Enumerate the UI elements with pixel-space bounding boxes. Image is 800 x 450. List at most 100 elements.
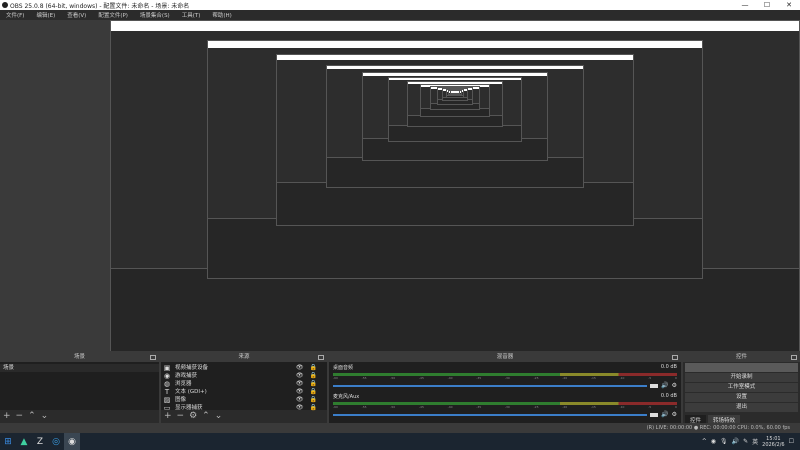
maximize-button[interactable]: ☐ bbox=[763, 1, 771, 9]
move-down-button[interactable]: ⌄ bbox=[40, 410, 49, 421]
meter-tick: -25 bbox=[533, 376, 539, 380]
slider-handle[interactable] bbox=[650, 383, 659, 388]
start-recording-button[interactable]: 开始录制 bbox=[685, 373, 798, 382]
meter-tick: -5 bbox=[648, 376, 652, 380]
windows-start-icon[interactable]: ⊞ bbox=[4, 436, 12, 447]
slider-handle[interactable] bbox=[650, 412, 659, 417]
source-label: 浏览器 bbox=[175, 381, 192, 387]
source-label: 游戏捕获 bbox=[175, 373, 198, 379]
visibility-eye-icon[interactable]: 👁 bbox=[295, 372, 304, 379]
volume-meter bbox=[333, 402, 677, 405]
menu-tools[interactable]: 工具(T) bbox=[181, 13, 201, 19]
channel-name: 桌面音频 bbox=[333, 365, 354, 371]
source-item[interactable]: ◉ 游戏捕获 👁 🔒 bbox=[161, 372, 327, 380]
source-item[interactable]: ▭ 显示器捕获 👁 🔒 bbox=[161, 404, 327, 412]
app-z-icon[interactable]: Z bbox=[36, 436, 44, 447]
scenes-title: 场景 bbox=[73, 354, 85, 360]
source-properties-gear-icon[interactable]: ⚙ bbox=[189, 410, 198, 421]
start-streaming-button[interactable] bbox=[685, 363, 798, 372]
meter-tick: -55 bbox=[361, 376, 367, 380]
source-item[interactable]: ▨ 图像 👁 🔒 bbox=[161, 396, 327, 404]
visibility-eye-icon[interactable]: 👁 bbox=[295, 396, 304, 403]
float-icon[interactable] bbox=[672, 355, 678, 360]
scene-item[interactable]: 场景 bbox=[0, 364, 159, 372]
preview-canvas[interactable] bbox=[0, 20, 800, 351]
add-source-button[interactable]: + bbox=[164, 410, 172, 421]
channel-settings-gear-icon[interactable]: ⚙ bbox=[671, 382, 677, 389]
meter-tick: -50 bbox=[390, 405, 396, 409]
source-item[interactable]: ◍ 浏览器 👁 🔒 bbox=[161, 380, 327, 388]
app-triangle-icon[interactable]: ▲ bbox=[20, 436, 28, 447]
monitor-icon: ▭ bbox=[163, 404, 171, 412]
meter-tick: -60 bbox=[333, 376, 338, 380]
add-scene-button[interactable]: + bbox=[3, 410, 11, 421]
tab-transitions[interactable]: 转场特效 bbox=[708, 415, 741, 425]
meter-tick: -35 bbox=[476, 405, 482, 409]
float-icon[interactable] bbox=[318, 355, 324, 360]
move-down-button[interactable]: ⌄ bbox=[214, 410, 223, 421]
nested-preview-frame bbox=[450, 90, 460, 95]
clock[interactable]: 15:01 2026/2/6 bbox=[762, 435, 785, 448]
visibility-eye-icon[interactable]: 👁 bbox=[295, 364, 304, 371]
obs-taskbar-icon[interactable]: ◉ bbox=[64, 433, 80, 450]
meter-tick: -45 bbox=[418, 376, 424, 380]
notification-icon[interactable]: ☐ bbox=[788, 438, 794, 445]
visibility-eye-icon[interactable]: 👁 bbox=[295, 388, 304, 395]
visibility-eye-icon[interactable]: 👁 bbox=[295, 404, 304, 411]
meter-tick: -55 bbox=[361, 405, 367, 409]
volume-slider[interactable] bbox=[333, 413, 648, 416]
meter-tick: -15 bbox=[590, 376, 596, 380]
title-bar: OBS 25.0.8 (64-bit, windows) - 配置文件: 未命名… bbox=[0, 0, 800, 10]
move-up-button[interactable]: ⌃ bbox=[28, 410, 36, 421]
lock-icon[interactable]: 🔒 bbox=[309, 380, 317, 387]
volume-slider[interactable] bbox=[333, 384, 648, 387]
speaker-icon[interactable]: 🔊 bbox=[661, 382, 669, 389]
remove-source-button[interactable]: − bbox=[176, 410, 185, 421]
lock-icon[interactable]: 🔒 bbox=[309, 388, 317, 395]
meter-tick: 0 bbox=[674, 405, 677, 409]
source-label: 文本 (GDI+) bbox=[175, 389, 207, 395]
tray-chevron-icon[interactable]: ^ bbox=[701, 438, 707, 445]
menu-file[interactable]: 文件(F) bbox=[6, 13, 25, 19]
visibility-eye-icon[interactable]: 👁 bbox=[295, 380, 304, 387]
source-item[interactable]: T 文本 (GDI+) 👁 🔒 bbox=[161, 388, 327, 396]
float-icon[interactable] bbox=[150, 355, 156, 360]
obs-logo-icon bbox=[2, 2, 8, 8]
meter-tick: -25 bbox=[533, 405, 539, 409]
lock-icon[interactable]: 🔒 bbox=[309, 372, 317, 379]
speaker-icon[interactable]: 🔊 bbox=[731, 438, 740, 445]
float-icon[interactable] bbox=[791, 355, 797, 360]
tab-controls[interactable]: 控件 bbox=[685, 415, 707, 425]
channel-name: 麦克风/Aux bbox=[333, 394, 360, 400]
window-title: OBS 25.0.8 (64-bit, windows) - 配置文件: 未命名… bbox=[10, 2, 190, 10]
source-item[interactable]: ▣ 视频捕获设备 👁 🔒 bbox=[161, 364, 327, 372]
channel-db: 0.0 dB bbox=[660, 364, 677, 370]
lock-icon[interactable]: 🔒 bbox=[309, 364, 317, 371]
minimize-button[interactable]: — bbox=[741, 1, 749, 9]
mixer-channel: 麦克风/Aux 0.0 dB -60 -55 -50 -45 -40 -35 -30 -25 -2… bbox=[329, 391, 681, 420]
ime-indicator[interactable]: 英 bbox=[752, 439, 759, 446]
microphone-icon[interactable]: 🎙 bbox=[719, 438, 728, 445]
meter-tick: -40 bbox=[447, 405, 453, 409]
menu-edit[interactable]: 编辑(E) bbox=[36, 13, 56, 19]
close-button[interactable]: ✕ bbox=[786, 1, 792, 9]
menu-help[interactable]: 帮助(H) bbox=[212, 13, 232, 19]
edge-browser-icon[interactable]: ◎ bbox=[52, 436, 60, 447]
menu-profile[interactable]: 配置文件(P) bbox=[98, 13, 128, 19]
source-label: 显示器捕获 bbox=[175, 405, 203, 411]
speaker-icon[interactable]: 🔊 bbox=[661, 411, 669, 418]
studio-mode-button[interactable]: 工作室模式 bbox=[685, 383, 798, 392]
channel-settings-gear-icon[interactable]: ⚙ bbox=[671, 411, 677, 418]
remove-scene-button[interactable]: − bbox=[15, 410, 24, 421]
menu-view[interactable]: 查看(V) bbox=[67, 13, 87, 19]
pen-icon[interactable]: ✎ bbox=[743, 438, 749, 445]
sources-dock: 来源 ▣ 视频捕获设备 👁 🔒 ◉ 游戏捕获 👁 🔒 ◍ 浏览器 👁 🔒 T 文本 (GDI+) 👁 🔒 ▨ 图像… bbox=[161, 353, 327, 423]
lock-icon[interactable]: 🔒 bbox=[309, 396, 317, 403]
settings-button[interactable]: 设置 bbox=[685, 393, 798, 402]
obs-tray-icon[interactable]: ◉ bbox=[710, 438, 716, 445]
move-up-button[interactable]: ⌃ bbox=[202, 410, 210, 421]
lock-icon[interactable]: 🔒 bbox=[309, 404, 317, 411]
exit-button[interactable]: 退出 bbox=[685, 403, 798, 412]
menu-scene-collection[interactable]: 场景集合(S) bbox=[139, 13, 170, 19]
meter-tick: -35 bbox=[476, 376, 482, 380]
